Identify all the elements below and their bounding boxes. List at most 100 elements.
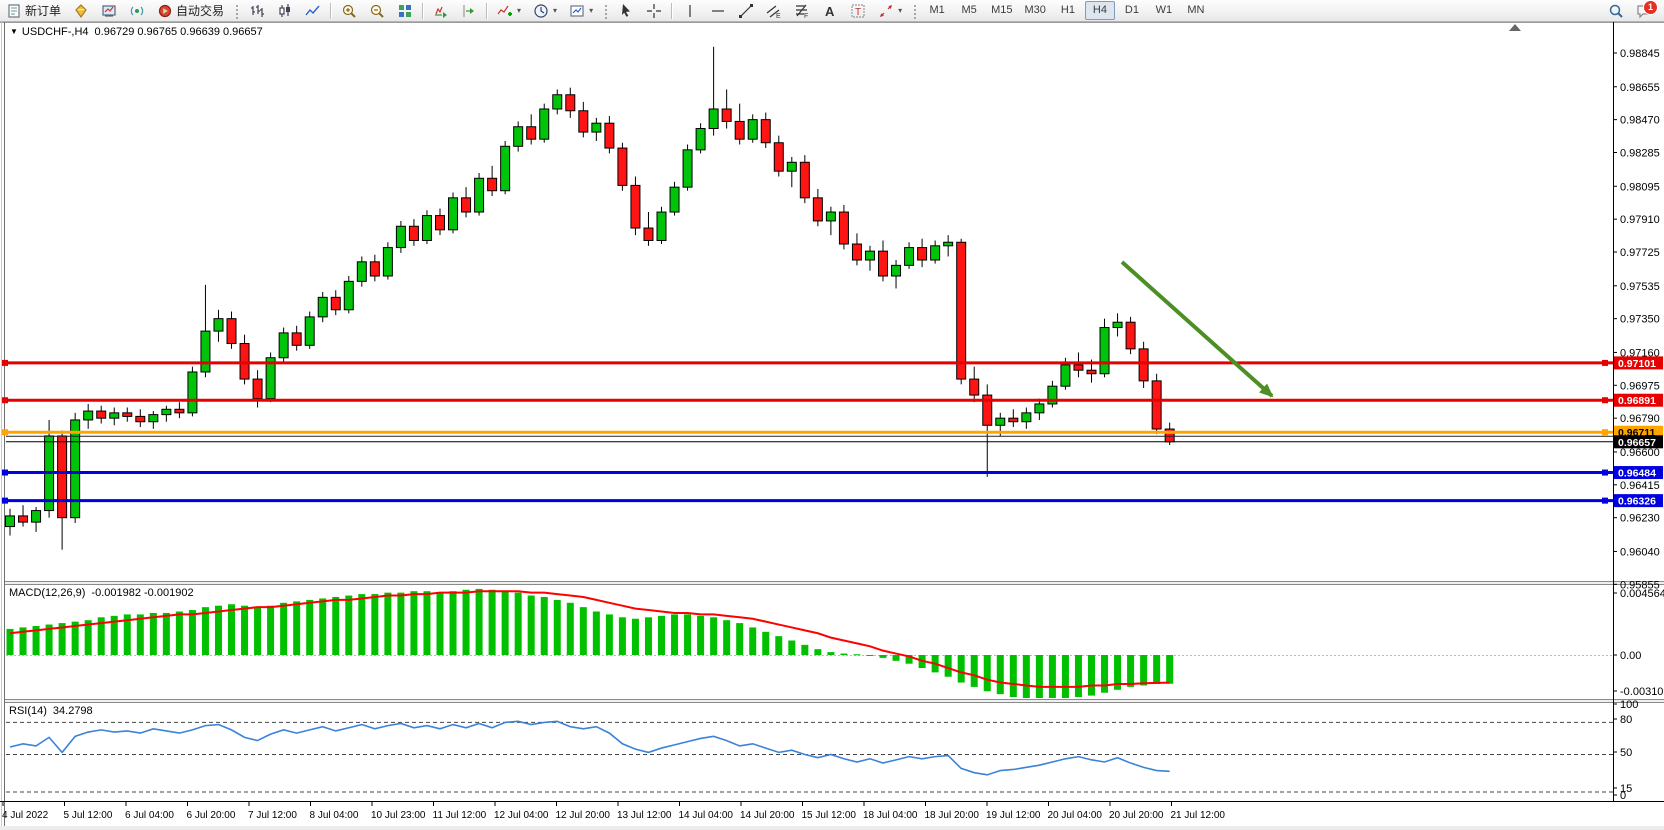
candlestick-chart-icon <box>279 3 291 17</box>
hline-handle-right[interactable] <box>1602 359 1608 366</box>
hline-handle-right[interactable] <box>1602 429 1608 436</box>
timeframe-button-m30[interactable]: M30 <box>1024 4 1046 16</box>
price-axis-label: 0.96975 <box>1620 380 1660 392</box>
macd-histogram-bar <box>462 589 470 655</box>
timeframe-button-d1[interactable]: D1 <box>1124 4 1139 16</box>
charts-button[interactable] <box>96 0 122 22</box>
bar-chart-icon <box>251 4 265 17</box>
candle-body <box>643 227 654 241</box>
signals-button[interactable] <box>124 0 150 22</box>
auto-scroll-button[interactable] <box>428 0 454 22</box>
macd-histogram-bar <box>1035 655 1043 698</box>
tile-windows-button[interactable] <box>392 0 418 22</box>
hline-handle-left[interactable] <box>2 429 8 436</box>
hline-handle-right[interactable] <box>1602 497 1608 504</box>
macd-histogram-bar <box>501 591 509 655</box>
market-button[interactable] <box>68 0 94 22</box>
candle-body <box>799 161 810 199</box>
zoom-in-button[interactable] <box>336 0 362 22</box>
hline-handle-left[interactable] <box>2 359 8 366</box>
candle-body <box>630 184 641 229</box>
hline-handle-right[interactable] <box>1602 397 1608 404</box>
timeframe-button-h4[interactable]: H4 <box>1084 1 1115 20</box>
candle-body <box>174 408 185 414</box>
hline-handle-left[interactable] <box>2 469 8 476</box>
dropdown-caret-icon[interactable]: ▾ <box>553 6 558 15</box>
candlestick-chart-button[interactable] <box>272 0 298 22</box>
arrows-button[interactable]: ▾ <box>873 0 907 22</box>
chart-shift-button[interactable] <box>456 0 482 22</box>
panel-splitter[interactable] <box>5 581 1664 585</box>
macd-histogram-bar <box>827 652 835 655</box>
hline-handle-left[interactable] <box>2 397 8 404</box>
timeframe-button-w1[interactable]: W1 <box>1155 4 1173 16</box>
line-chart-button[interactable] <box>300 0 326 22</box>
toolbar-grip <box>603 2 609 19</box>
candle-body <box>943 241 954 247</box>
timeframe-button-h1[interactable]: H1 <box>1060 4 1075 16</box>
autotrade-icon <box>158 4 172 17</box>
panel-splitter[interactable] <box>5 699 1664 703</box>
macd-histogram-bar <box>1022 655 1030 698</box>
dropdown-caret-icon[interactable]: ▾ <box>589 6 594 15</box>
new-order-button[interactable]: 新订单 <box>1 0 66 22</box>
candle-body <box>812 197 823 222</box>
search-button[interactable] <box>1603 0 1629 22</box>
fibonacci-button[interactable]: F <box>789 0 815 22</box>
price-tag-label: 0.96484 <box>1618 468 1656 480</box>
macd-histogram-bar <box>553 599 561 655</box>
channel-button[interactable]: E <box>761 0 787 22</box>
price-tag-label: 0.96657 <box>1618 437 1656 449</box>
periods-button[interactable]: ▾ <box>528 0 562 22</box>
text-label-button[interactable]: T <box>845 0 871 22</box>
candle-body <box>161 408 172 416</box>
macd-histogram-bar <box>345 595 353 655</box>
auto-trading-button[interactable]: 自动交易 <box>152 0 229 22</box>
candles-layer <box>5 46 1175 550</box>
macd-histogram-bar <box>423 591 431 655</box>
candle-body <box>526 126 537 140</box>
chart-menu-icon[interactable]: ▼ <box>10 27 18 36</box>
timeframe-button-m5[interactable]: M5 <box>961 4 977 16</box>
chat-button[interactable]: 1 <box>1631 0 1658 22</box>
crosshair-button[interactable] <box>641 0 667 22</box>
macd-histogram-bar <box>618 617 626 655</box>
timeframe-button-m15[interactable]: M15 <box>991 4 1013 16</box>
templates-button[interactable]: ▾ <box>564 0 598 22</box>
text-button[interactable]: A <box>817 0 843 22</box>
chart-ohlc-values: 0.96729 0.96765 0.96639 0.96657 <box>94 26 263 38</box>
vertical-line-button[interactable] <box>677 0 703 22</box>
zoom-out-button[interactable] <box>364 0 390 22</box>
bar-chart-button[interactable] <box>244 0 270 22</box>
indicators-button[interactable]: ▾ <box>492 0 526 22</box>
macd-histogram-bar <box>566 602 574 655</box>
hline-handle-left[interactable] <box>2 497 8 504</box>
candle-body <box>604 122 615 149</box>
rsi-value: 34.2798 <box>52 705 93 717</box>
trend-arrow-annotation[interactable] <box>1120 260 1274 398</box>
candle-body <box>408 225 419 241</box>
candle-body <box>461 197 472 213</box>
timeframe-button-mn[interactable]: MN <box>1187 4 1205 16</box>
timeframe-button-m1[interactable]: M1 <box>929 4 945 16</box>
toolbar-grip <box>912 2 918 19</box>
macd-histogram-bar <box>267 605 275 655</box>
candle-body <box>31 510 42 523</box>
dropdown-caret-icon[interactable]: ▾ <box>517 6 522 15</box>
horizontal-line-button[interactable] <box>705 0 731 22</box>
trendline-button[interactable] <box>733 0 759 22</box>
chart-shift-marker[interactable] <box>1509 24 1521 31</box>
macd-histogram-bar <box>241 605 249 655</box>
macd-histogram-bar <box>71 621 79 655</box>
candle-body <box>773 142 784 172</box>
cursor-button[interactable] <box>613 0 639 22</box>
hline-handle-right[interactable] <box>1602 469 1608 476</box>
dropdown-caret-icon[interactable]: ▾ <box>898 6 903 15</box>
time-axis-label: 11 Jul 12:00 <box>433 810 487 821</box>
macd-histogram-bar <box>697 615 705 655</box>
candle-body <box>226 318 237 345</box>
macd-histogram-bar <box>644 617 652 655</box>
macd-histogram-bar <box>214 605 222 655</box>
candle-body <box>513 126 524 147</box>
